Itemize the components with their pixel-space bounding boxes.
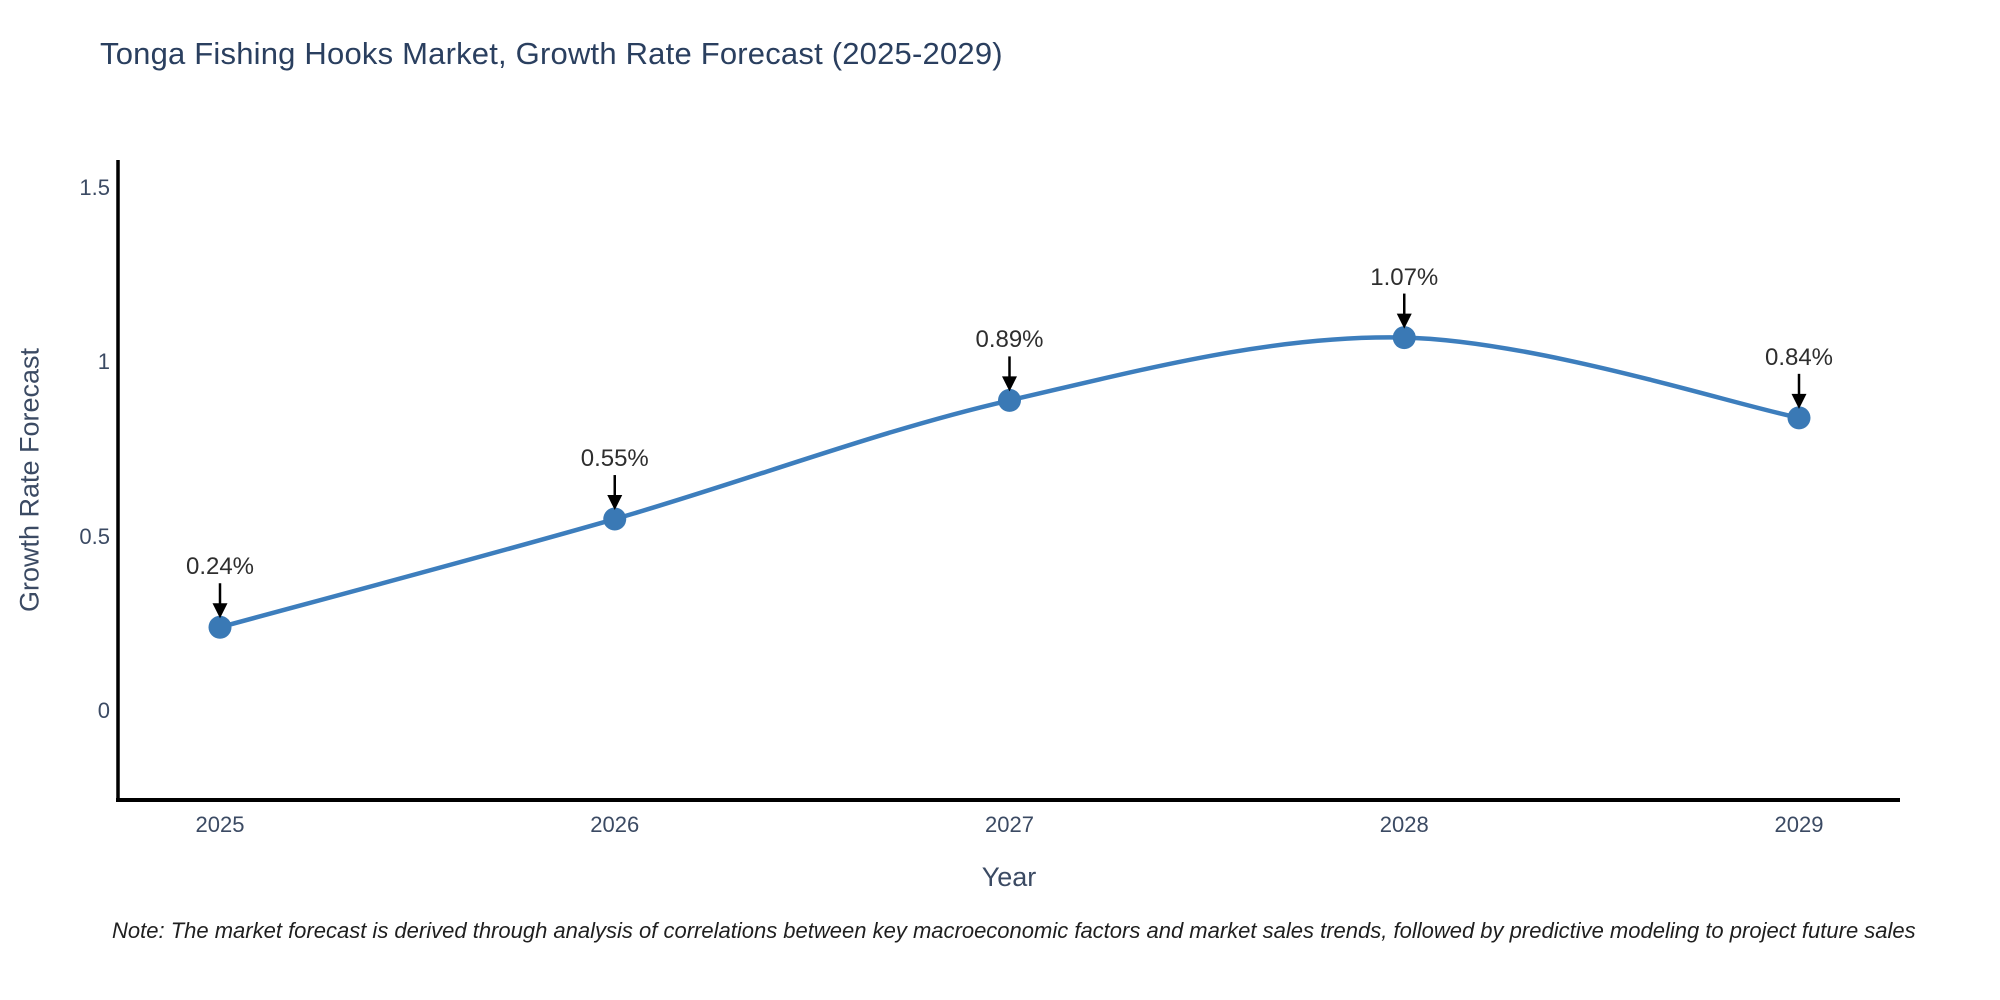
data-point-marker [1787,406,1811,430]
annotation-arrowhead [212,603,228,619]
data-point-marker [998,388,1021,412]
data-point-marker [208,615,232,639]
footnote: Note: The market forecast is derived thr… [112,918,1916,943]
data-point-marker [1392,326,1416,350]
annotation-arrowhead [1002,376,1017,392]
data-point-marker [603,507,627,531]
annotation-arrowhead [607,495,623,511]
annotation-arrowhead [1791,393,1807,409]
chart-title: Tonga Fishing Hooks Market, Growth Rate … [100,36,1003,71]
annotation-arrowhead [1396,313,1412,329]
